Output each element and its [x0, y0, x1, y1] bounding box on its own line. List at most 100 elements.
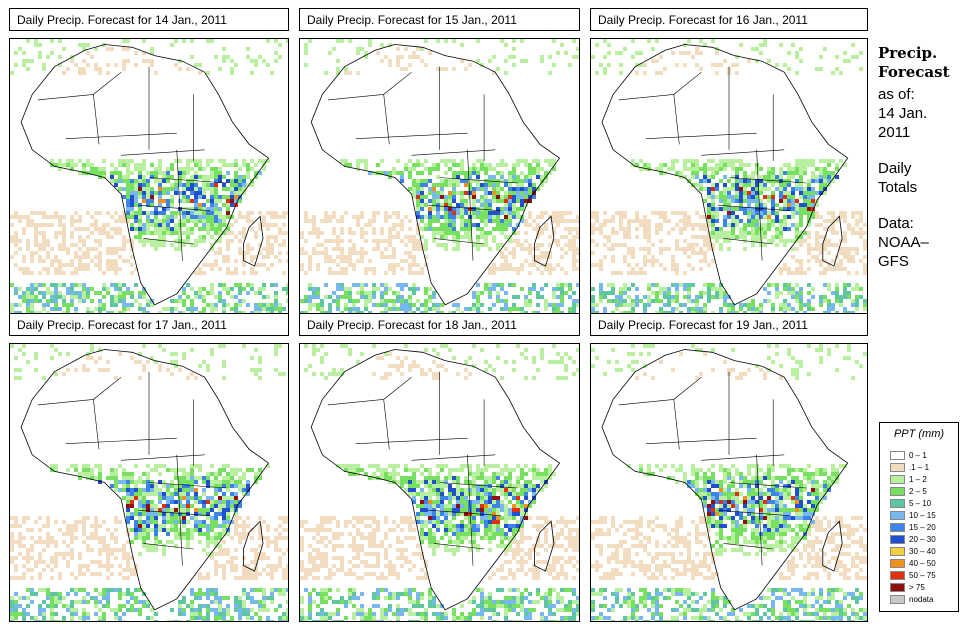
- precip-cell: [452, 39, 456, 43]
- precip-cell: [18, 215, 22, 219]
- precip-cell: [348, 71, 352, 75]
- precip-cell: [178, 600, 182, 604]
- precip-cell: [210, 287, 214, 291]
- precip-cell: [266, 39, 270, 43]
- precip-cell: [174, 524, 178, 528]
- precip-cell: [659, 215, 663, 219]
- precip-cell: [352, 283, 356, 287]
- precip-cell: [186, 195, 190, 199]
- precip-cell: [214, 211, 218, 215]
- precip-cell: [278, 592, 282, 596]
- precip-cell: [210, 524, 214, 528]
- precip-cell: [324, 283, 328, 287]
- precip-cell: [528, 291, 532, 295]
- precip-cell: [230, 215, 234, 219]
- precip-cell: [90, 596, 94, 600]
- precip-cell: [214, 203, 218, 207]
- precip-cell: [436, 207, 440, 211]
- precip-cell: [226, 287, 230, 291]
- precip-cell: [150, 500, 154, 504]
- precip-cell: [274, 307, 278, 311]
- precip-cell: [779, 219, 783, 223]
- precip-cell: [548, 255, 552, 259]
- precip-cell: [210, 235, 214, 239]
- precip-cell: [484, 183, 488, 187]
- precip-cell: [130, 171, 134, 175]
- precip-cell: [448, 195, 452, 199]
- precip-cell: [819, 179, 823, 183]
- precip-cell: [222, 468, 226, 472]
- precip-cell: [202, 219, 206, 223]
- precip-cell: [811, 163, 815, 167]
- precip-cell: [408, 187, 412, 191]
- precip-cell: [412, 283, 416, 287]
- precip-cell: [811, 195, 815, 199]
- precip-cell: [556, 211, 560, 215]
- precip-cell: [472, 211, 476, 215]
- precip-cell: [683, 239, 687, 243]
- precip-cell: [719, 283, 723, 287]
- precip-cell: [242, 227, 246, 231]
- precip-cell: [643, 271, 647, 275]
- precip-cell: [312, 287, 316, 291]
- precip-cell: [142, 295, 146, 299]
- precip-cell: [747, 207, 751, 211]
- precip-cell: [82, 47, 86, 51]
- precip-cell: [516, 183, 520, 187]
- precip-cell: [222, 219, 226, 223]
- precip-cell: [743, 247, 747, 251]
- precip-cell: [544, 255, 548, 259]
- precip-cell: [86, 163, 90, 167]
- precip-cell: [739, 191, 743, 195]
- precip-cell: [138, 207, 142, 211]
- precip-cell: [202, 203, 206, 207]
- precip-cell: [564, 283, 568, 287]
- precip-cell: [38, 231, 42, 235]
- precip-cell: [150, 163, 154, 167]
- precip-cell: [162, 516, 166, 520]
- precip-cell: [420, 187, 424, 191]
- precip-cell: [46, 239, 50, 243]
- precip-cell: [134, 528, 138, 532]
- precip-cell: [791, 247, 795, 251]
- precip-cell: [114, 540, 118, 544]
- precip-cell: [412, 51, 416, 55]
- precip-cell: [348, 299, 352, 303]
- precip-cell: [651, 299, 655, 303]
- precip-cell: [432, 215, 436, 219]
- precip-cell: [436, 199, 440, 203]
- precip-cell: [226, 239, 230, 243]
- precip-cell: [222, 496, 226, 500]
- precip-cell: [512, 283, 516, 287]
- precip-cell: [166, 500, 170, 504]
- precip-cell: [222, 255, 226, 259]
- precip-cell: [118, 283, 122, 287]
- precip-cell: [106, 287, 110, 291]
- precip-cell: [512, 211, 516, 215]
- precip-cell: [58, 259, 62, 263]
- precip-cell: [755, 163, 759, 167]
- precip-cell: [392, 255, 396, 259]
- precip-cell: [783, 239, 787, 243]
- precip-cell: [106, 259, 110, 263]
- precip-cell: [130, 512, 134, 516]
- precip-cell: [54, 303, 58, 307]
- precip-cell: [210, 472, 214, 476]
- precip-cell: [202, 360, 206, 364]
- precip-cell: [142, 179, 146, 183]
- precip-cell: [779, 267, 783, 271]
- precip-cell: [150, 187, 154, 191]
- precip-cell: [811, 175, 815, 179]
- precip-cell: [250, 287, 254, 291]
- precip-cell: [492, 227, 496, 231]
- precip-cell: [242, 532, 246, 536]
- precip-cell: [110, 247, 114, 251]
- precip-cell: [336, 243, 340, 247]
- precip-cell: [663, 291, 667, 295]
- precip-cell: [78, 67, 82, 71]
- precip-cell: [819, 299, 823, 303]
- precip-cell: [723, 203, 727, 207]
- precip-cell: [226, 596, 230, 600]
- precip-cell: [278, 516, 282, 520]
- precip-cell: [328, 215, 332, 219]
